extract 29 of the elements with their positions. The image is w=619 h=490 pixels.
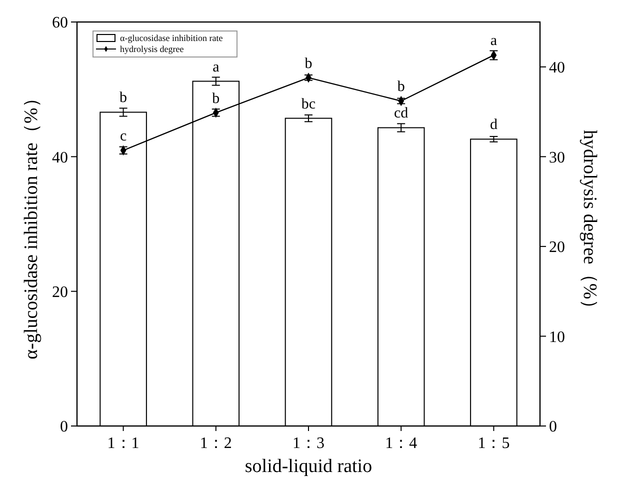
y2-tick-label: 40 xyxy=(549,59,565,76)
y-tick-label: 20 xyxy=(52,284,68,301)
annotation: c xyxy=(120,128,127,145)
annotation: b xyxy=(212,90,220,107)
x-tick-label: 1：2 xyxy=(200,435,232,452)
x-tick-label: 1：5 xyxy=(478,435,510,452)
y-tick-label: 40 xyxy=(52,149,68,166)
x-tick-label: 1：3 xyxy=(292,435,324,452)
annotation: d xyxy=(490,117,498,134)
y-tick-label: 0 xyxy=(60,418,68,436)
annotation: b xyxy=(304,56,312,72)
x-tick-label: 1：4 xyxy=(385,435,418,452)
y2-tick-label: 30 xyxy=(549,149,565,166)
y2-axis-title: hydrolysis degree（%） xyxy=(579,130,600,318)
y-axis-title: α-glucosidase inhibition rate（%） xyxy=(21,88,42,360)
y2-tick-label: 10 xyxy=(549,328,565,346)
annotation: b xyxy=(120,90,128,106)
y2-tick-label: 0 xyxy=(549,418,557,436)
annotation: bc xyxy=(301,96,316,112)
annotation: a xyxy=(490,32,498,49)
legend-label: hydrolysis degree xyxy=(120,44,184,54)
y-tick-label: 60 xyxy=(52,14,68,32)
annotation: a xyxy=(212,59,220,76)
x-tick-label: 1：1 xyxy=(107,435,140,452)
legend-label: α-glucosidase inhibition rate xyxy=(120,33,223,44)
annotation: b xyxy=(397,78,405,95)
y2-tick-label: 20 xyxy=(549,239,565,256)
x-axis-title: solid-liquid ratio xyxy=(244,456,372,477)
annotation: cd xyxy=(394,106,409,122)
